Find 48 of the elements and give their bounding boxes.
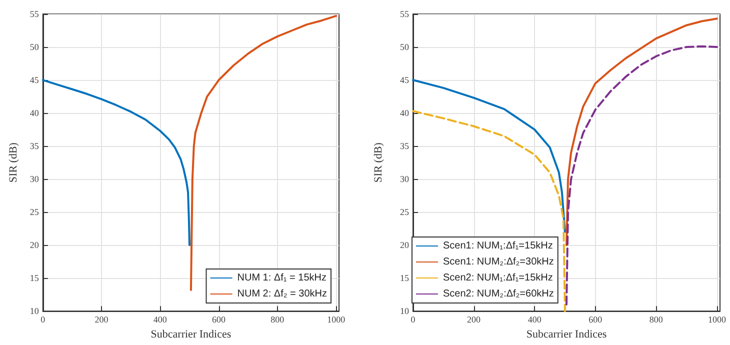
x-axis-title: Subcarrier Indices (150, 328, 232, 340)
line-series (190, 14, 338, 291)
y-tick-label: 45 (400, 75, 410, 86)
y-tick-label: 50 (400, 42, 410, 52)
y-tick-label: 10 (400, 306, 410, 316)
x-tick-label: 400 (153, 314, 168, 325)
x-tick-label: 400 (528, 314, 542, 325)
y-tick-label: 40 (30, 108, 40, 118)
line-series (566, 45, 718, 306)
x-tick-label: 0 (410, 314, 416, 325)
x-tick-label: 600 (588, 314, 603, 325)
legend-label: NUM 1: Δf₁ = 15kHz (237, 272, 326, 284)
y-tick-label: 30 (30, 174, 40, 184)
x-tick-label: 800 (270, 314, 285, 325)
legend-label: Scen2: NUM₂:Δf₂=60kHz (443, 288, 554, 300)
x-tick-label: 600 (212, 314, 226, 325)
legend-label: NUM 2: Δf₂ = 30kHz (237, 288, 328, 300)
y-tick-label: 45 (30, 75, 40, 86)
y-tick-label: 10 (30, 306, 40, 316)
y-tick-label: 55 (30, 9, 40, 19)
x-tick-label: 200 (94, 314, 109, 325)
x-tick-label: 200 (467, 314, 482, 325)
line-series (412, 110, 566, 312)
x-tick-label: 0 (40, 314, 46, 325)
legend-label: Scen1: NUM₁:Δf₁=15kHz (443, 240, 553, 252)
legend-label: Scen2: NUM₁:Δf₁=15kHz (443, 272, 553, 284)
y-tick-label: 30 (400, 174, 410, 184)
y-axis-title: SIR (dB) (8, 142, 20, 183)
x-tick-label: 1000 (327, 314, 346, 325)
x-tick-label: 800 (649, 314, 664, 325)
y-tick-label: 20 (400, 240, 410, 250)
y-tick-label: 40 (400, 108, 410, 118)
y-tick-label: 15 (400, 273, 410, 284)
y-tick-label: 15 (30, 273, 40, 284)
line-series (566, 18, 718, 246)
y-tick-label: 55 (400, 9, 410, 19)
x-tick-label: 1000 (708, 314, 726, 325)
y-tick-label: 25 (400, 207, 410, 218)
y-tick-label: 50 (30, 42, 40, 52)
line-series (42, 79, 190, 246)
legend-label: Scen1: NUM₂:Δf₂=30kHz (443, 256, 554, 268)
x-axis-title: Subcarrier Indices (526, 328, 607, 340)
y-tick-label: 35 (30, 141, 40, 152)
y-tick-label: 20 (30, 240, 40, 250)
y-tick-label: 35 (400, 141, 410, 152)
line-series (412, 79, 566, 233)
y-axis-title: SIR (dB) (372, 142, 384, 183)
y-tick-label: 25 (30, 207, 40, 218)
